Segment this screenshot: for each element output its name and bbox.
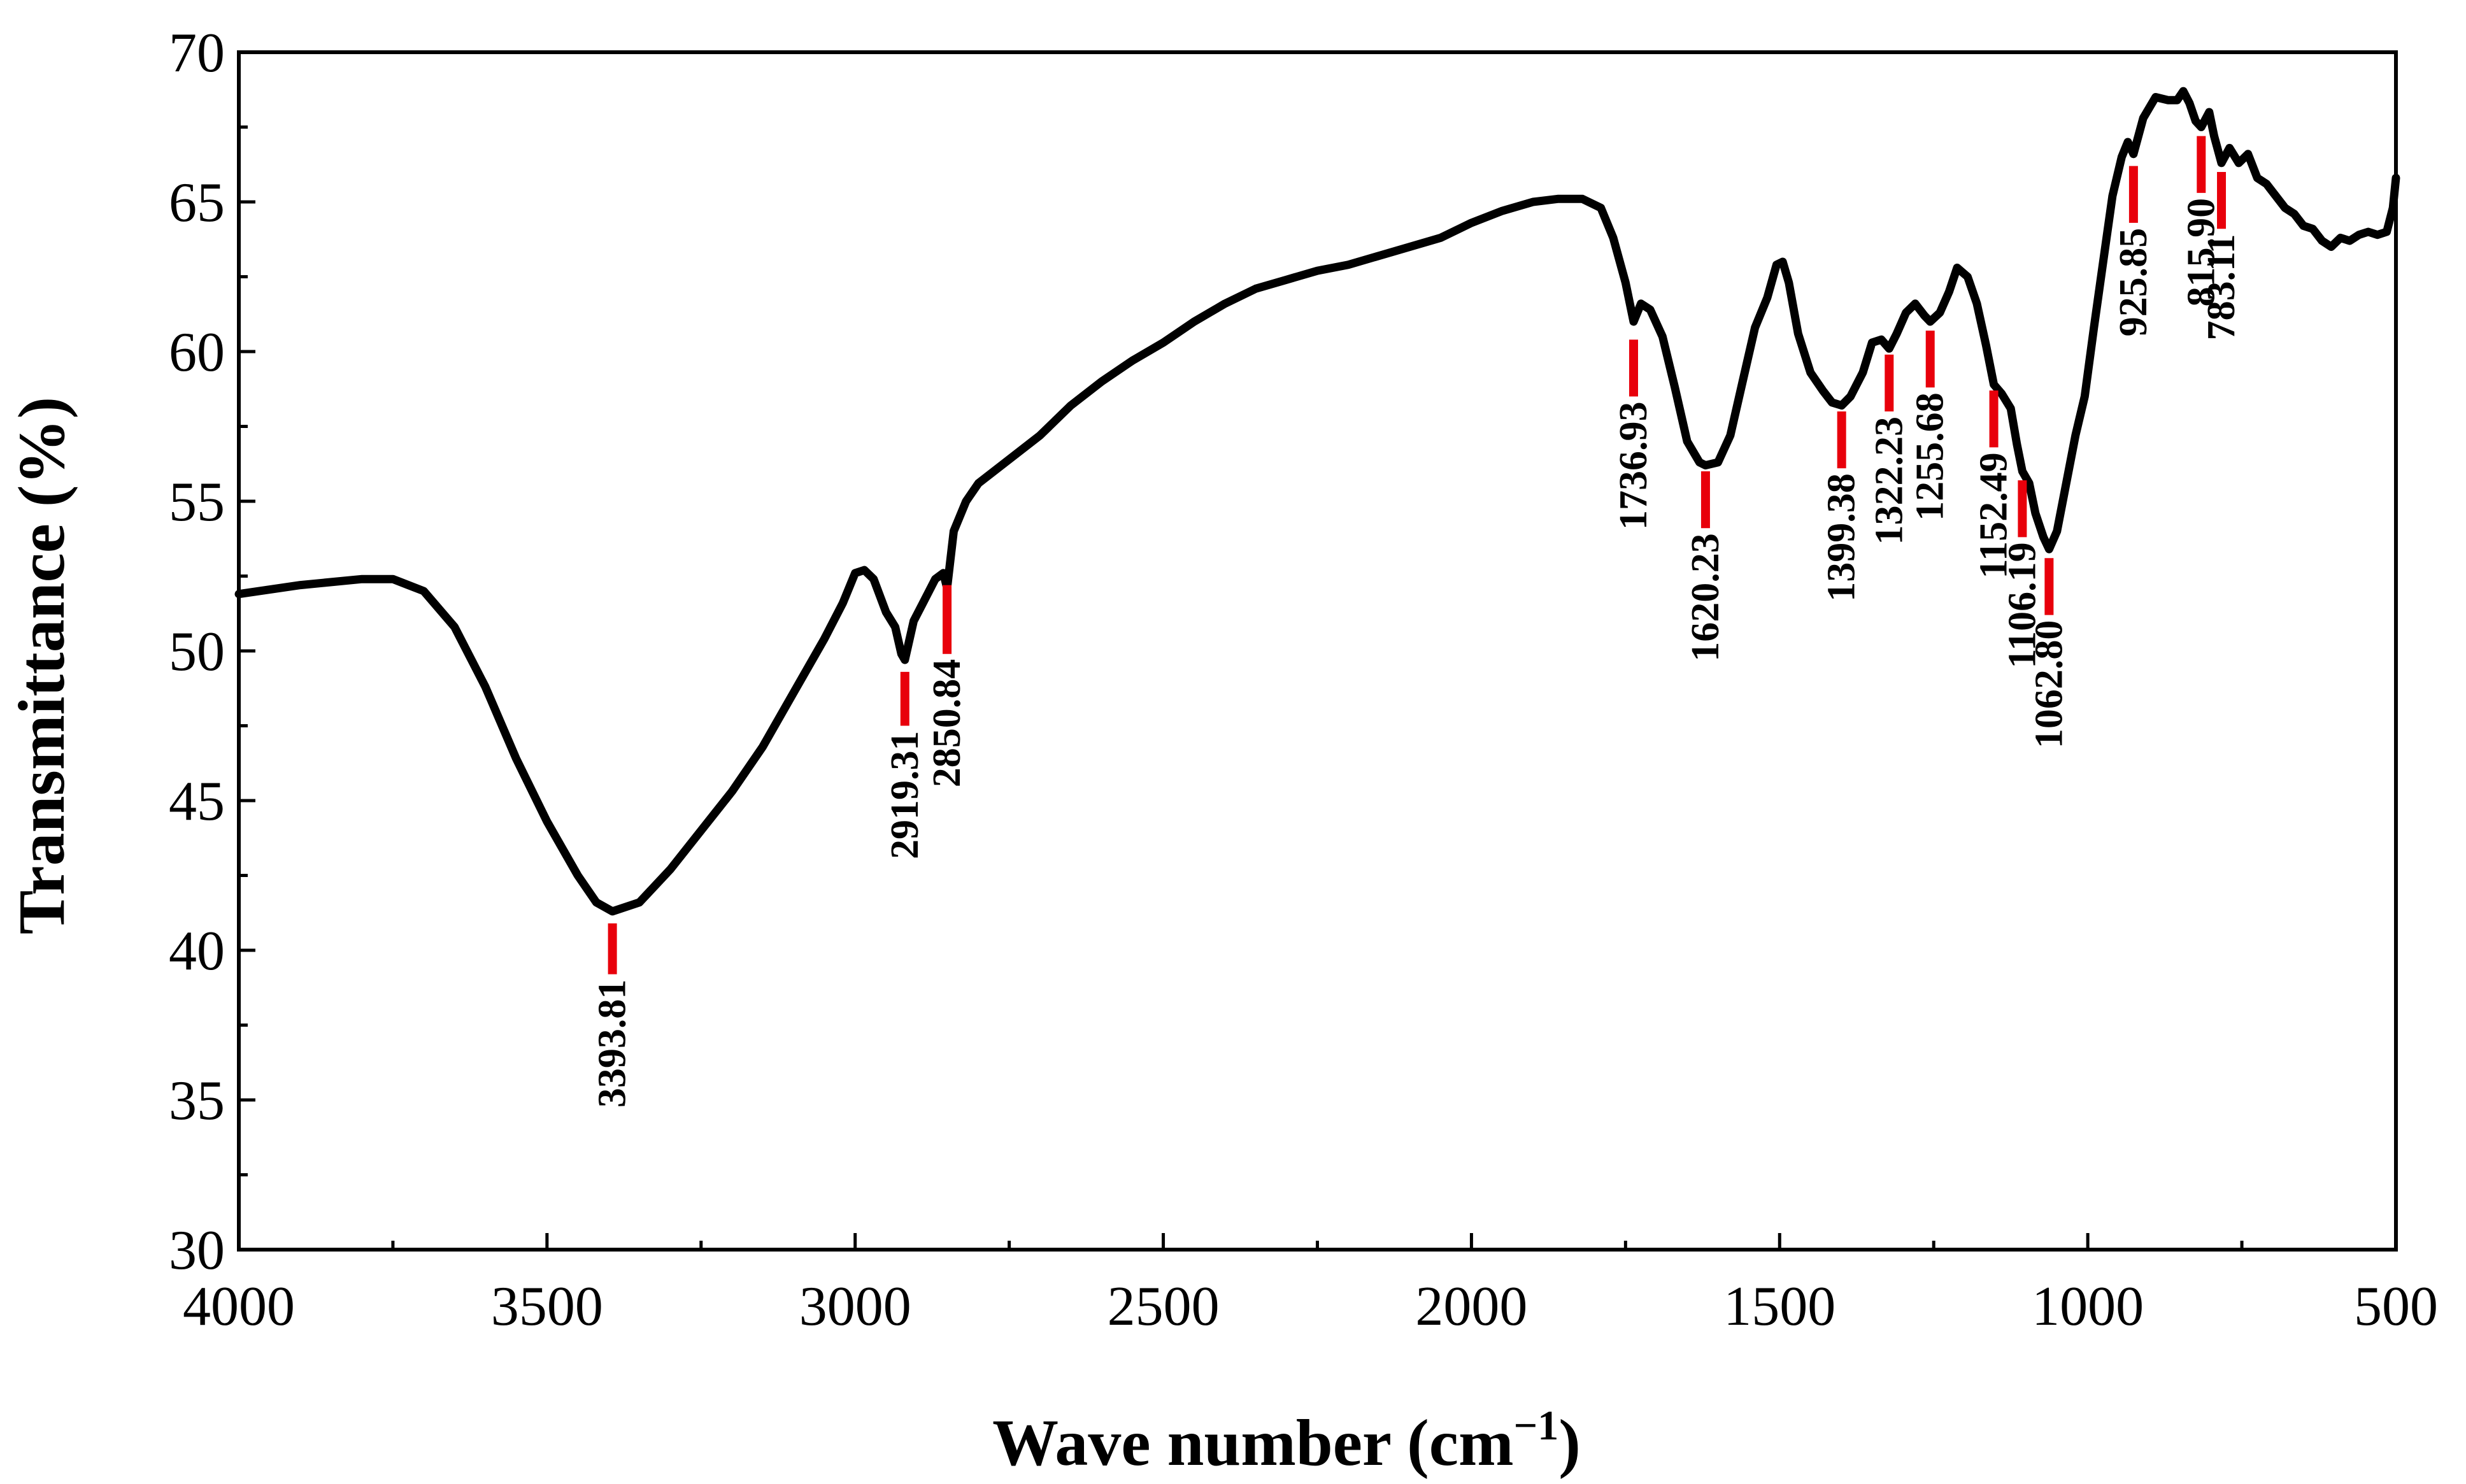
peak-label: 1620.23 bbox=[1684, 533, 1727, 662]
peak-label: 2919.31 bbox=[883, 731, 927, 860]
x-tick-label: 2500 bbox=[1108, 1276, 1220, 1338]
spectrum-line-group bbox=[234, 87, 2400, 916]
peak-label: 925.85 bbox=[2112, 228, 2155, 337]
peak-label: 1736.93 bbox=[1612, 402, 1655, 531]
peak-label: 1062.80 bbox=[2027, 620, 2070, 749]
peak-label: 3393.81 bbox=[591, 980, 634, 1108]
y-tick-label: 45 bbox=[169, 771, 225, 832]
y-tick-label: 65 bbox=[169, 172, 225, 234]
spectrum-line bbox=[234, 87, 2400, 916]
x-tick-label: 1000 bbox=[2032, 1276, 2144, 1338]
x-tick-label: 3500 bbox=[491, 1276, 603, 1338]
x-tick-label: 500 bbox=[2354, 1276, 2438, 1338]
x-tick-label: 2000 bbox=[1415, 1276, 1527, 1338]
x-axis-title-superscript: −1 bbox=[1514, 1402, 1559, 1449]
peak-label: 1322.23 bbox=[1867, 417, 1911, 545]
plot-frame bbox=[237, 50, 2398, 1252]
y-tick-label: 35 bbox=[169, 1070, 225, 1132]
peak-label: 1255.68 bbox=[1909, 392, 1952, 521]
x-axis-title-close: ) bbox=[1558, 1406, 1581, 1480]
y-tick-label: 70 bbox=[169, 22, 225, 84]
y-tick-label: 40 bbox=[169, 920, 225, 982]
x-tick-label: 1500 bbox=[1723, 1276, 1835, 1338]
x-tick-label: 3000 bbox=[799, 1276, 911, 1338]
x-tick-label: 4000 bbox=[183, 1276, 295, 1338]
peak-label: 1106.19 bbox=[2000, 542, 2044, 668]
peak-label: 1399.38 bbox=[1820, 473, 1864, 602]
y-tick-label: 60 bbox=[169, 322, 225, 383]
axes: 4000 3500 3000 2500 2000 1500 1000 500 30 35 40 45 5… bbox=[169, 22, 2438, 1338]
x-axis-title-main: Wave number (cm bbox=[992, 1406, 1513, 1480]
y-tick-label: 50 bbox=[169, 621, 225, 683]
peak-label: 2850.84 bbox=[925, 659, 969, 788]
y-axis-title: Transmittance (%) bbox=[5, 397, 78, 934]
y-tick-label: 55 bbox=[169, 471, 225, 533]
x-axis-title: Wave number (cm−1) bbox=[992, 1402, 1581, 1480]
peak-label: 783.11 bbox=[2200, 234, 2243, 340]
y-tick-label: 30 bbox=[169, 1220, 225, 1281]
peak-label: 1152.49 bbox=[1972, 452, 2016, 578]
peak-label: 815.90 bbox=[2179, 198, 2223, 307]
